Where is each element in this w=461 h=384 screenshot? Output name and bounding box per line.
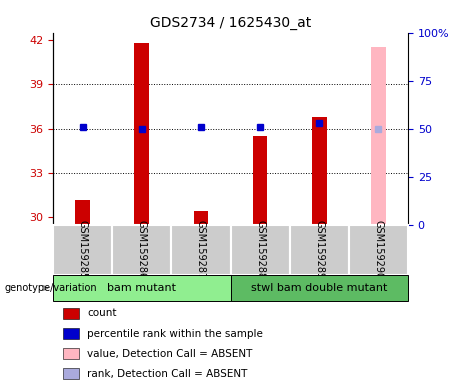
- Bar: [253, 136, 267, 225]
- Text: GSM159288: GSM159288: [255, 220, 265, 279]
- Title: GDS2734 / 1625430_at: GDS2734 / 1625430_at: [150, 16, 311, 30]
- Text: bam mutant: bam mutant: [107, 283, 176, 293]
- Text: percentile rank within the sample: percentile rank within the sample: [87, 329, 263, 339]
- Bar: [63, 308, 79, 319]
- Bar: [75, 200, 90, 225]
- Bar: [171, 225, 230, 275]
- Bar: [194, 211, 208, 225]
- Bar: [290, 225, 349, 275]
- Bar: [63, 368, 79, 379]
- Bar: [63, 348, 79, 359]
- Bar: [53, 225, 112, 275]
- Text: GSM159287: GSM159287: [196, 220, 206, 279]
- Bar: [230, 225, 290, 275]
- Bar: [312, 117, 327, 225]
- Text: stwl bam double mutant: stwl bam double mutant: [251, 283, 387, 293]
- Text: count: count: [87, 308, 117, 318]
- Text: GSM159290: GSM159290: [373, 220, 384, 279]
- Bar: [63, 328, 79, 339]
- Text: GSM159286: GSM159286: [137, 220, 147, 279]
- Text: GSM159285: GSM159285: [77, 220, 88, 279]
- Bar: [371, 47, 386, 225]
- Text: GSM159289: GSM159289: [314, 220, 324, 279]
- Text: rank, Detection Call = ABSENT: rank, Detection Call = ABSENT: [87, 369, 248, 379]
- Bar: [134, 43, 149, 225]
- Text: value, Detection Call = ABSENT: value, Detection Call = ABSENT: [87, 349, 253, 359]
- Bar: [230, 275, 408, 301]
- Text: genotype/variation: genotype/variation: [5, 283, 97, 293]
- Bar: [349, 225, 408, 275]
- Bar: [112, 225, 171, 275]
- Bar: [53, 275, 230, 301]
